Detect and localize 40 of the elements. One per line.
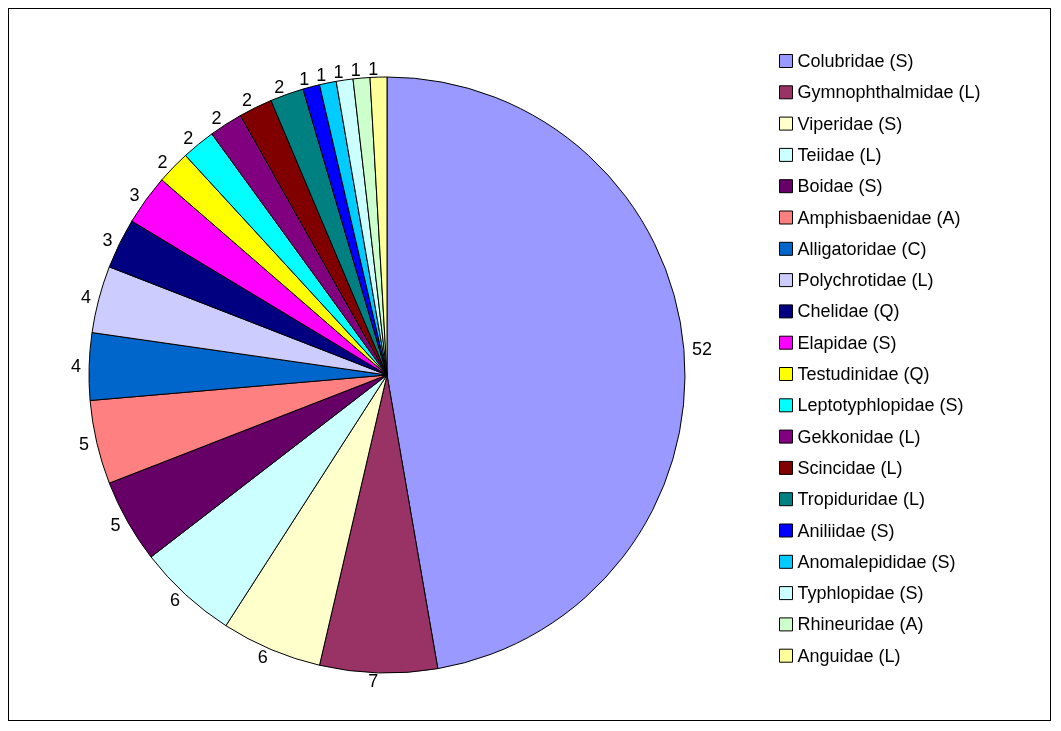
data-label: 1 — [368, 59, 379, 80]
data-label: 2 — [274, 76, 285, 97]
legend-label: Viperidae (S) — [797, 113, 903, 134]
legend-label: Anguidae (L) — [797, 645, 901, 666]
data-label: 5 — [110, 515, 121, 536]
data-label: 6 — [257, 646, 268, 667]
legend-label: Anomalepididae (S) — [797, 551, 956, 572]
data-label: 2 — [157, 151, 168, 172]
legend-label: Rhineuridae (A) — [797, 614, 924, 635]
legend-label: Scincidae (L) — [797, 457, 903, 478]
data-label: 1 — [316, 65, 327, 86]
legend-label: Colubridae (S) — [797, 51, 914, 71]
data-label: 1 — [350, 60, 361, 81]
data-label: 2 — [241, 90, 252, 111]
legend-label: Gymnophthalmidae (L) — [797, 82, 981, 103]
legend-label: Teiidae (L) — [797, 144, 882, 165]
data-label: 7 — [368, 670, 379, 691]
legend-label: Elapidae (S) — [797, 332, 897, 353]
data-label: 4 — [71, 356, 82, 377]
data-label: 52 — [691, 338, 712, 359]
data-label: 3 — [102, 229, 113, 250]
legend-label: Alligatoridae (C) — [797, 238, 927, 259]
legend-label: Gekkonidae (L) — [797, 426, 921, 447]
data-label: 4 — [81, 287, 92, 308]
legend-label: Amphisbaenidae (A) — [797, 207, 961, 228]
legend-label: Tropiduridae (L) — [797, 489, 925, 510]
legend-label: Testudinidae (Q) — [797, 364, 930, 384]
data-label: 1 — [333, 62, 344, 83]
data-label: 2 — [183, 128, 194, 149]
data-label: 1 — [299, 69, 310, 90]
legend-label: Boidae (S) — [797, 176, 883, 197]
data-label: 2 — [211, 107, 222, 128]
data-label: 5 — [78, 434, 89, 455]
legend-label: Polychrotidae (L) — [797, 270, 934, 291]
legend-label: Chelidae (Q) — [797, 301, 900, 322]
legend-label: Typhlopidae (S) — [797, 583, 924, 604]
legend-label: Leptotyphlopidae (S) — [797, 395, 964, 416]
data-label: 6 — [170, 590, 181, 611]
data-label: 3 — [129, 185, 140, 206]
legend-label: Aniliidae (S) — [797, 520, 895, 541]
